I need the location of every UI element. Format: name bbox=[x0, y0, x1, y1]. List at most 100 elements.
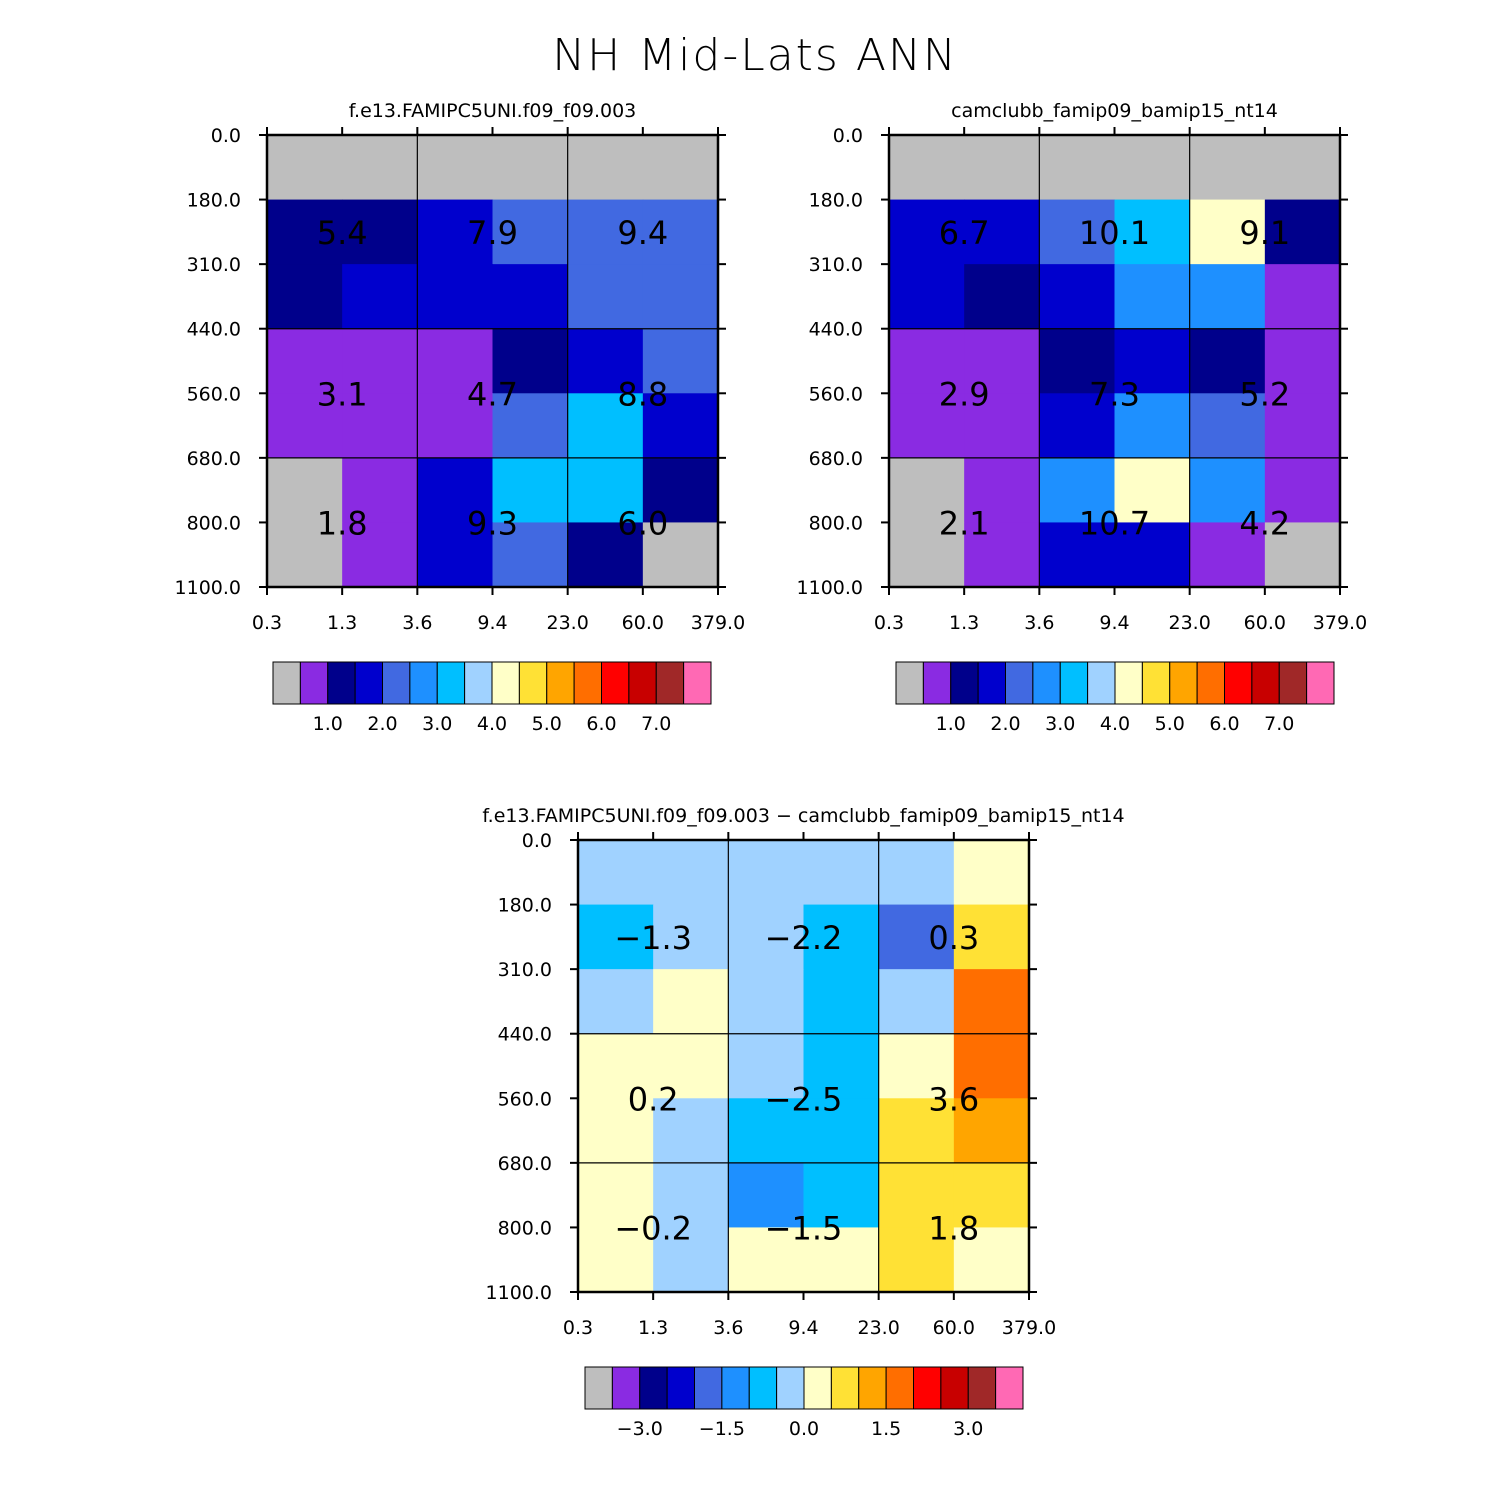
heatmap-cell bbox=[953, 840, 1030, 906]
heatmap-cell bbox=[267, 522, 343, 588]
heatmap-cell bbox=[1189, 199, 1266, 265]
heatmap-cell bbox=[642, 393, 719, 459]
block-value-label: 7.9 bbox=[467, 214, 518, 252]
block-value-label: 7.3 bbox=[1089, 375, 1140, 413]
heatmap-cell bbox=[492, 328, 569, 394]
x-tick-label: 9.4 bbox=[477, 612, 507, 634]
heatmap-cell bbox=[953, 904, 1030, 970]
colorbar-box bbox=[1196, 661, 1225, 705]
x-tick-label: 1.3 bbox=[638, 1317, 668, 1339]
y-tick-label: 1100.0 bbox=[486, 1282, 552, 1304]
colorbar-box bbox=[1005, 661, 1034, 705]
heatmap-cell bbox=[1264, 264, 1341, 330]
y-tick-label: 0.0 bbox=[211, 125, 241, 147]
heatmap-cell bbox=[878, 969, 955, 1035]
block-value-label: 2.9 bbox=[939, 375, 990, 413]
heatmap-cell bbox=[653, 1098, 729, 1164]
block-value-label: 9.3 bbox=[467, 504, 518, 542]
block-value-label: 9.4 bbox=[617, 214, 668, 252]
panel-2: 0.3 1.3 3.6 9.4 23.0 60.0 379.0 0.0 180.0 310.0 44… bbox=[797, 100, 1368, 735]
colorbar-box bbox=[1032, 661, 1061, 705]
colorbar-label: 2.0 bbox=[990, 713, 1020, 735]
colorbar-label: 5.0 bbox=[532, 713, 562, 735]
heatmap-cell bbox=[1264, 522, 1341, 588]
heatmap-cell bbox=[889, 264, 965, 330]
colorbar-box bbox=[327, 661, 356, 705]
heatmap-cell bbox=[889, 328, 965, 394]
heatmap-cell bbox=[267, 199, 343, 265]
block-value-label: 1.8 bbox=[317, 504, 368, 542]
heatmap-cell bbox=[342, 328, 418, 394]
heatmap-cell bbox=[342, 522, 418, 588]
colorbar-box bbox=[1141, 661, 1171, 705]
block-value-label: −2.5 bbox=[765, 1080, 843, 1118]
heatmap-cell bbox=[728, 1227, 805, 1293]
heatmap-cell bbox=[642, 457, 719, 524]
colorbar-box bbox=[995, 1366, 1024, 1410]
heatmap-cell bbox=[567, 393, 644, 459]
heatmap-cell bbox=[567, 264, 644, 330]
heatmap-cell bbox=[417, 135, 494, 201]
colorbar-box bbox=[584, 1366, 613, 1410]
heatmap-cell bbox=[567, 135, 644, 201]
heatmap-cell bbox=[417, 199, 494, 265]
heatmap-cell bbox=[1264, 457, 1341, 524]
colorbar-label: −1.5 bbox=[699, 1418, 745, 1440]
colorbar-box bbox=[950, 661, 979, 705]
y-tick-label: 310.0 bbox=[809, 254, 863, 276]
heatmap-cell bbox=[1039, 264, 1116, 330]
heatmap-cell bbox=[728, 904, 805, 970]
colorbar-label: 7.0 bbox=[1264, 713, 1294, 735]
heatmap-cell bbox=[653, 1033, 729, 1099]
heatmap-cell bbox=[1039, 135, 1116, 201]
block-value-label: 0.3 bbox=[928, 919, 979, 957]
heatmap-cell bbox=[878, 1227, 955, 1293]
x-tick-label: 9.4 bbox=[788, 1317, 818, 1339]
block-value-label: 9.1 bbox=[1239, 214, 1290, 252]
x-tick-label: 23.0 bbox=[858, 1317, 900, 1339]
colorbar-box bbox=[628, 661, 657, 705]
block-value-label: 3.6 bbox=[928, 1080, 979, 1118]
colorbar-box bbox=[895, 661, 924, 705]
heatmap-cell bbox=[803, 840, 880, 906]
heatmap-cell bbox=[653, 1227, 729, 1293]
colorbar-box bbox=[1169, 661, 1198, 705]
heatmap-cell bbox=[567, 328, 644, 394]
colorbar-box bbox=[940, 1366, 969, 1410]
heatmap-cell bbox=[1189, 393, 1266, 459]
colorbar-box bbox=[858, 1366, 887, 1410]
heatmap-cell bbox=[342, 135, 418, 201]
colorbar-label: 3.0 bbox=[1045, 713, 1075, 735]
x-tick-label: 23.0 bbox=[1169, 612, 1211, 634]
x-tick-label: 60.0 bbox=[933, 1317, 975, 1339]
heatmap-cell bbox=[578, 1098, 654, 1164]
colorbar-box bbox=[694, 1366, 723, 1410]
heatmap-cell bbox=[567, 522, 644, 588]
colorbar-box bbox=[1224, 661, 1253, 705]
heatmap-cell bbox=[342, 457, 418, 524]
colorbar-label: 3.0 bbox=[422, 713, 452, 735]
colorbar-label: 0.0 bbox=[789, 1418, 819, 1440]
heatmap-cell bbox=[653, 904, 729, 970]
colorbar-box bbox=[546, 661, 575, 705]
colorbar-label: 7.0 bbox=[641, 713, 671, 735]
heatmap-cell bbox=[953, 1098, 1030, 1164]
heatmap-cell bbox=[728, 1033, 805, 1099]
colorbar-label: 2.0 bbox=[367, 713, 397, 735]
heatmap-cell bbox=[1264, 393, 1341, 459]
colorbar: 1.0 2.0 3.0 4.0 5.0 6.0 7.0 bbox=[272, 661, 712, 735]
y-tick-label: 680.0 bbox=[809, 448, 863, 470]
heatmap-cell bbox=[1039, 522, 1116, 588]
heatmap-cell bbox=[492, 393, 569, 459]
heatmap-cell bbox=[878, 1033, 955, 1099]
heatmap-cell bbox=[1189, 522, 1266, 588]
heatmap-cell bbox=[653, 1162, 729, 1229]
colorbar-box bbox=[913, 1366, 942, 1410]
heatmap-cell bbox=[417, 457, 494, 524]
colorbar-label: 5.0 bbox=[1155, 713, 1185, 735]
colorbar-box bbox=[1251, 661, 1280, 705]
y-tick-label: 560.0 bbox=[809, 383, 863, 405]
colorbar-box bbox=[1278, 661, 1308, 705]
heatmap-cell bbox=[492, 264, 569, 330]
heatmap-cell bbox=[728, 1162, 805, 1229]
